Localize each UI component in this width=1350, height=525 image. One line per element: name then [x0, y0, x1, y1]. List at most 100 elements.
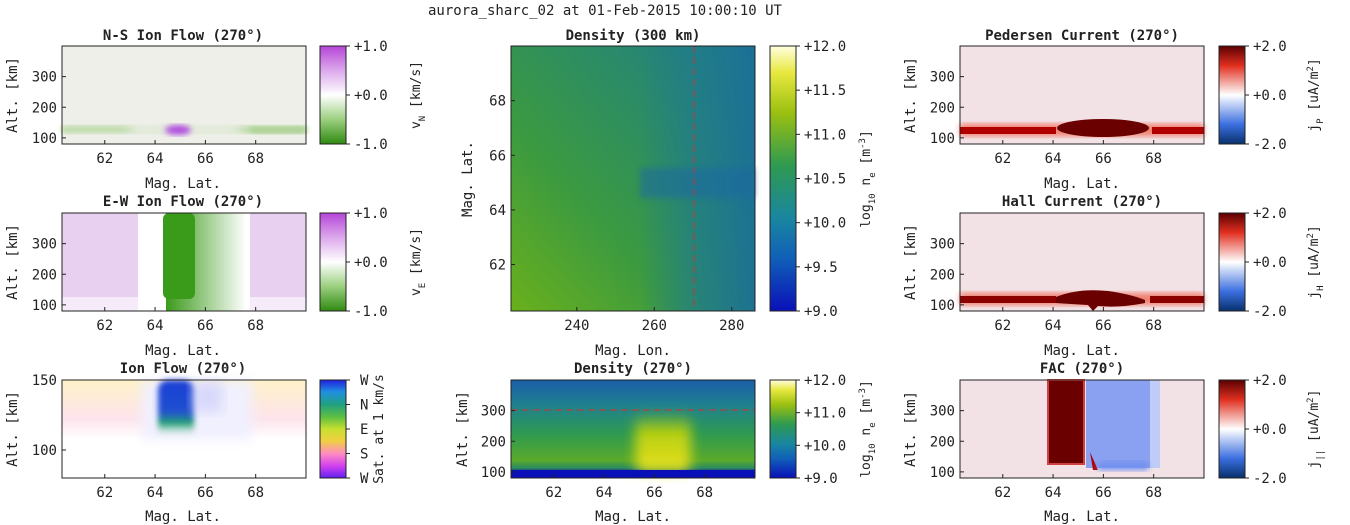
colorbar-tick-label: +10.0: [804, 438, 846, 454]
x-tick-label: 62: [96, 151, 113, 167]
x-tick-label: 64: [596, 485, 613, 501]
y-tick-label: 300: [32, 70, 57, 86]
y-tick-label: 200: [930, 100, 955, 116]
x-tick-label: 62: [994, 151, 1011, 167]
x-tick-label: 68: [247, 151, 264, 167]
colorbar-tick-label: -2.0: [1253, 304, 1287, 320]
panel-ew-ion-flow: E-W Ion Flow (270°) 62 64 66 68 100 200 300 Ma…: [5, 194, 428, 359]
y-tick-label: 300: [930, 404, 955, 420]
y-tick-label: 100: [32, 443, 57, 459]
x-axis-label: Mag. Lat.: [145, 176, 221, 192]
colorbar-pedersen: [1218, 45, 1246, 145]
x-tick-label: 68: [1145, 485, 1162, 501]
x-tick-label: 280: [719, 318, 744, 334]
y-tick-label: 200: [930, 267, 955, 283]
x-tick-label: 68: [696, 485, 713, 501]
colorbar-tick-label: +10.5: [804, 172, 846, 188]
x-axis-label: Mag. Lat.: [1044, 509, 1120, 525]
colorbar-label: vE [km/s]: [409, 228, 428, 296]
x-tick-label: 64: [147, 485, 164, 501]
colorbar-tick-label: N: [360, 398, 368, 414]
x-tick-label: 64: [1045, 318, 1062, 334]
x-axis-label: Mag. Lat.: [1044, 343, 1120, 359]
x-axis-label: Mag. Lat.: [595, 509, 671, 525]
x-tick-label: 68: [1145, 318, 1162, 334]
x-tick-label: 66: [197, 485, 214, 501]
panel-density-map: Density (300 km) 240 260 280 62 64 66 68 Mag. …: [460, 28, 878, 359]
x-axis-label: Mag. Lat.: [145, 343, 221, 359]
y-axis-label: Alt. [km]: [455, 391, 471, 467]
x-tick-label: 64: [1045, 485, 1062, 501]
colorbar-label: log10 ne [m-3]: [858, 380, 878, 478]
colorbar-tick-label: +1.0: [354, 39, 388, 55]
x-tick-label: 64: [1045, 151, 1062, 167]
y-tick-label: 100: [930, 298, 955, 314]
y-tick-label: 100: [481, 465, 506, 481]
x-tick-label: 62: [994, 485, 1011, 501]
x-tick-label: 66: [1095, 485, 1112, 501]
colorbar-tick-label: +11.5: [804, 83, 846, 99]
colorbar-fac: [1218, 379, 1246, 479]
colorbar-direction: [319, 379, 347, 479]
y-tick-label: 100: [930, 131, 955, 147]
colorbar-tick-label: -1.0: [354, 304, 388, 320]
x-tick-label: 66: [197, 318, 214, 334]
panel-title: FAC (270°): [1040, 361, 1124, 377]
heatmap-hall-current: [960, 213, 1204, 311]
y-tick-label: 62: [489, 258, 506, 274]
panel-pedersen-current: Pedersen Current (270°) 62 64 66 68 100 200 30…: [903, 28, 1326, 192]
colorbar-density-map: [769, 45, 797, 312]
colorbar-tick-label: +0.0: [354, 88, 388, 104]
colorbar-label: log10 ne [m-3]: [858, 130, 878, 228]
y-axis-label: Alt. [km]: [903, 224, 919, 300]
x-tick-label: 68: [247, 485, 264, 501]
x-axis-label: Mag. Lat.: [145, 509, 221, 525]
y-tick-label: 150: [32, 373, 57, 389]
colorbar-ns: [319, 45, 347, 145]
colorbar-tick-label: +12.0: [804, 39, 846, 55]
colorbar-tick-label: +9.0: [804, 304, 838, 320]
colorbar-label: j|| [uA/m2]: [1306, 390, 1326, 469]
colorbar-ew: [319, 212, 347, 312]
colorbar-tick-label: +12.0: [804, 373, 846, 389]
x-tick-label: 62: [545, 485, 562, 501]
panel-title: Hall Current (270°): [1002, 194, 1162, 210]
x-tick-label: 64: [147, 151, 164, 167]
colorbar-tick-label: +0.0: [354, 255, 388, 271]
colorbar-tick-label: +2.0: [1253, 39, 1287, 55]
colorbar-tick-label: +2.0: [1253, 373, 1287, 389]
x-tick-label: 62: [994, 318, 1011, 334]
y-axis-label: Mag. Lat.: [460, 141, 476, 217]
panel-title: Ion Flow (270°): [120, 361, 246, 377]
colorbar-tick-label: +11.0: [804, 406, 846, 422]
y-axis-label: Alt. [km]: [903, 391, 919, 467]
x-axis-label: Mag. Lat.: [1044, 176, 1120, 192]
colorbar-tick-label: +0.0: [1253, 255, 1287, 271]
x-tick-label: 62: [96, 318, 113, 334]
colorbar-label: vN [km/s]: [409, 61, 428, 129]
heatmap-fac: [960, 379, 1204, 478]
colorbar-tick-label: +1.0: [354, 206, 388, 222]
panel-title: Pedersen Current (270°): [985, 28, 1179, 44]
figure-title: aurora_sharc_02 at 01-Feb-2015 10:00:10 …: [428, 3, 783, 19]
heatmap-ns-ion-flow: [62, 46, 306, 144]
heatmap-ew-ion-flow: [62, 213, 306, 311]
y-axis-label: Alt. [km]: [903, 57, 919, 133]
panel-fac: FAC (270°) 62 64 66 68 100 200 300 Mag. Lat. A…: [903, 361, 1326, 525]
y-tick-label: 300: [930, 70, 955, 86]
y-tick-label: 200: [481, 434, 506, 450]
x-tick-label: 240: [564, 318, 589, 334]
heatmap-density-map: [511, 46, 755, 311]
panel-title: N-S Ion Flow (270°): [103, 28, 263, 44]
y-axis-label: Alt. [km]: [5, 391, 21, 467]
colorbar-tick-label: E: [360, 422, 368, 438]
panel-ion-flow: Ion Flow (270°) 62 64 66 68 100 150 Mag. Lat.…: [5, 361, 387, 525]
colorbar-tick-label: -1.0: [354, 137, 388, 153]
heatmap-pedersen-current: [960, 46, 1204, 144]
colorbar-tick-label: +9.5: [804, 260, 838, 276]
y-tick-label: 200: [930, 434, 955, 450]
colorbar-tick-label: +0.0: [1253, 88, 1287, 104]
colorbar-label: Sat. at 1 km/s: [372, 374, 387, 484]
y-tick-label: 200: [32, 267, 57, 283]
